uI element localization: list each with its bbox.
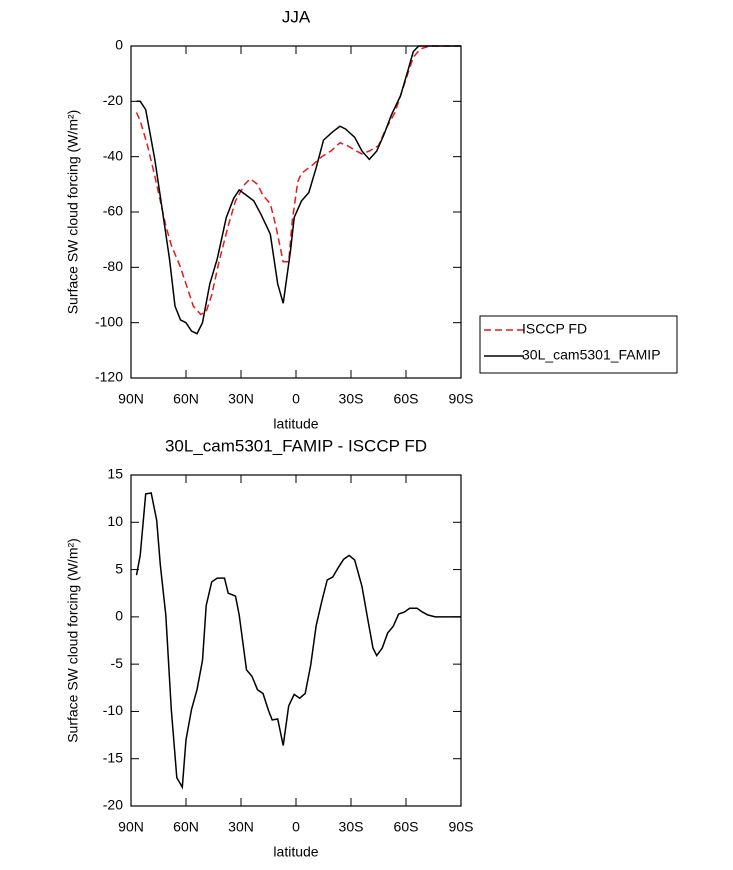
x-tick-label: 90S — [449, 819, 474, 835]
x-tick-label: 0 — [292, 819, 300, 835]
y-tick-label: -15 — [103, 749, 123, 765]
y-tick-label: -5 — [111, 655, 124, 671]
y-tick-label: -20 — [103, 92, 123, 108]
x-tick-label: 90N — [118, 391, 144, 407]
x-tick-label: 60N — [173, 391, 199, 407]
x-tick-label: 60S — [394, 819, 419, 835]
y-tick-label: 0 — [115, 608, 123, 624]
plot-frame — [130, 474, 462, 807]
x-axis-label: latitude — [273, 416, 318, 432]
x-tick-label: 30S — [339, 819, 364, 835]
x-axis-label: latitude — [273, 844, 318, 860]
data-line — [135, 45, 461, 316]
y-tick-label: -60 — [103, 203, 123, 219]
x-tick-label: 60N — [173, 819, 199, 835]
x-tick-label: 60S — [394, 391, 419, 407]
y-tick-label: 5 — [115, 560, 123, 576]
x-tick-label: 30N — [228, 391, 254, 407]
y-tick-label: -80 — [103, 258, 123, 274]
data-line — [135, 492, 461, 790]
y-tick-label: -120 — [95, 369, 123, 385]
y-axis-label: Surface SW cloud forcing (W/m²) — [65, 110, 81, 315]
y-tick-label: 0 — [115, 37, 123, 53]
y-axis-label: Surface SW cloud forcing (W/m²) — [65, 538, 81, 743]
chart-title: 30L_cam5301_FAMIP - ISCCP FD — [165, 436, 427, 455]
y-tick-label: -40 — [103, 147, 123, 163]
legend-box — [479, 315, 678, 374]
x-tick-label: 90S — [449, 391, 474, 407]
data-line — [136, 45, 461, 335]
y-tick-label: 10 — [107, 513, 123, 529]
chart-title: JJA — [282, 7, 311, 26]
y-tick-label: -10 — [103, 702, 123, 718]
x-tick-label: 30S — [339, 391, 364, 407]
x-tick-label: 30N — [228, 819, 254, 835]
y-tick-label: -20 — [103, 797, 123, 813]
legend-label: 30L_cam5301_FAMIP — [522, 347, 661, 363]
x-tick-label: 0 — [292, 391, 300, 407]
y-tick-label: -100 — [95, 313, 123, 329]
x-tick-label: 90N — [118, 819, 144, 835]
legend-label: ISCCP FD — [522, 321, 587, 337]
y-tick-label: 15 — [107, 466, 123, 482]
plot-frame — [130, 45, 462, 379]
